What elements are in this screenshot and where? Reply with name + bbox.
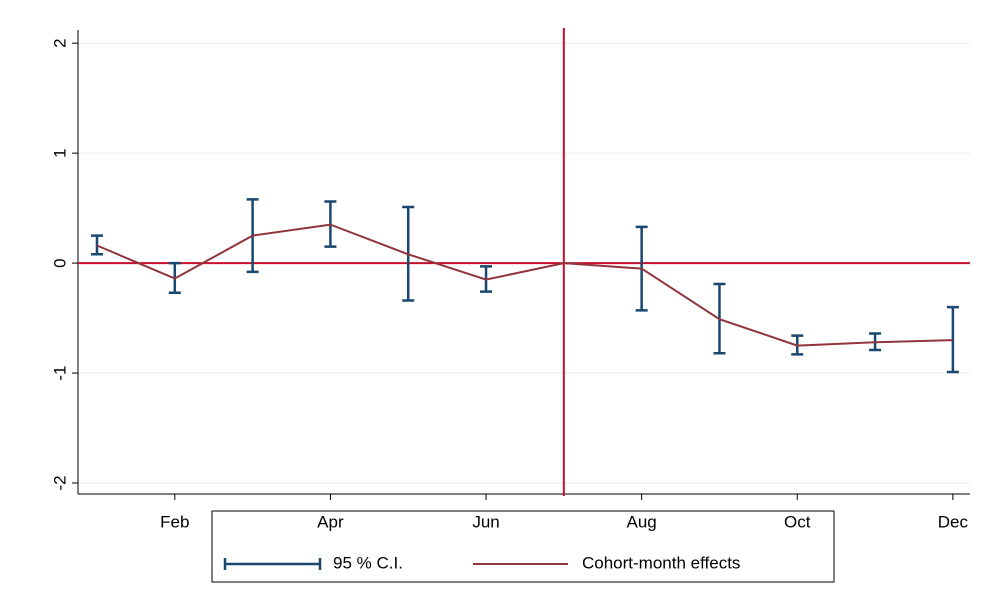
y-tick-label: -1 <box>50 365 69 380</box>
x-tick-label: Oct <box>784 512 811 531</box>
legend-ci-symbol <box>223 558 322 570</box>
y-tick-label: 2 <box>50 38 69 47</box>
legend-label: Cohort-month effects <box>582 553 740 572</box>
legend-box <box>211 510 835 583</box>
x-tick-label: Jun <box>472 512 499 531</box>
legend-label: 95 % C.I. <box>333 553 403 572</box>
y-tick-label: 0 <box>50 258 69 267</box>
x-tick-label: Feb <box>160 512 189 531</box>
error-bar <box>90 234 103 256</box>
series-line <box>96 223 953 347</box>
x-tick-label: Apr <box>317 512 344 531</box>
x-tick-label: Dec <box>938 512 969 531</box>
y-tick-label: -2 <box>50 475 69 490</box>
x-tick-label: Aug <box>627 512 657 531</box>
y-tick-label: 1 <box>50 148 69 157</box>
error-bar <box>946 305 959 374</box>
